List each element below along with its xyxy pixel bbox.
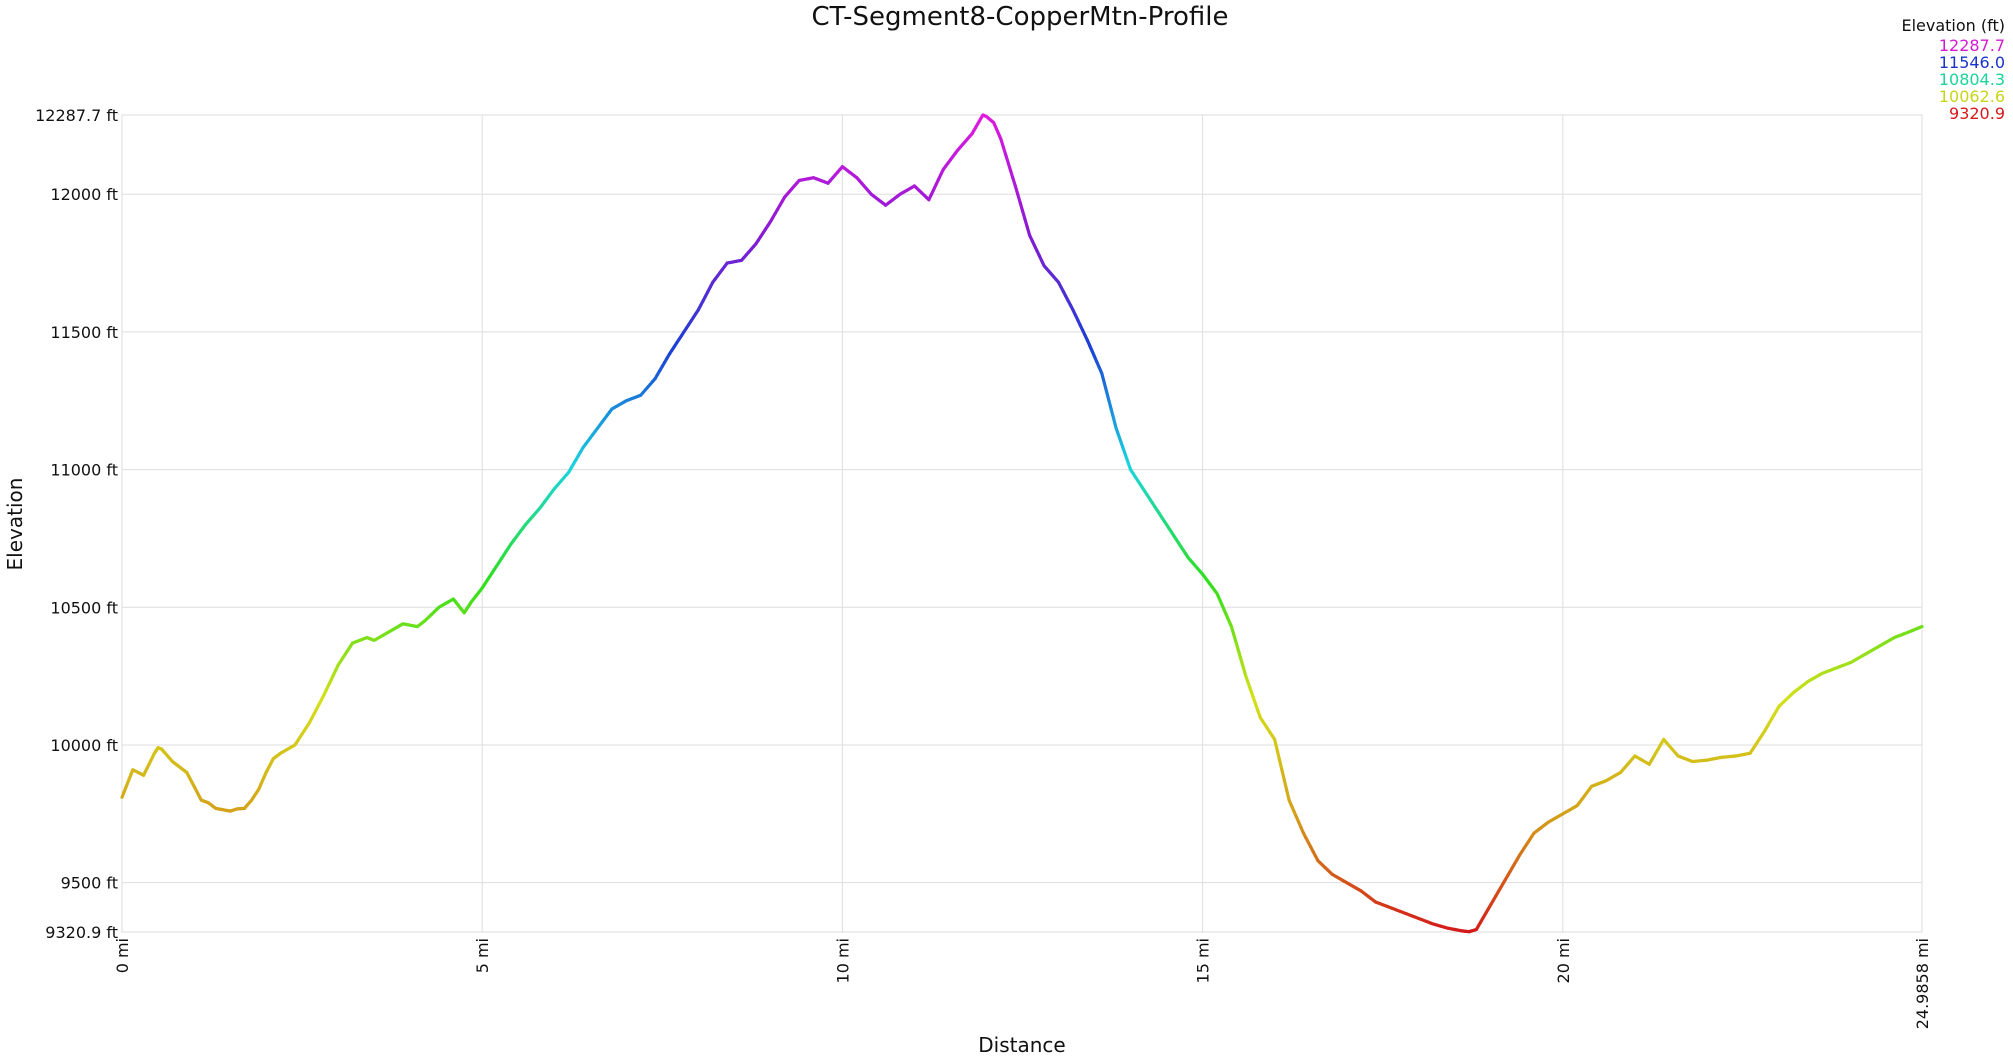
y-tick-label: 9320.9 ft [45,923,118,942]
legend-value: 10062.6 [1939,87,2005,106]
y-tick-label: 9500 ft [61,874,118,893]
legend-value: 10804.3 [1939,70,2005,89]
chart-title: CT-Segment8-CopperMtn-Profile [811,2,1228,32]
grid-lines [121,114,1923,933]
x-axis-label: Distance [978,1033,1065,1057]
elevation-line-segment [1275,747,1282,762]
legend-title: Elevation (ft) [1901,16,2005,35]
legend-value: 11546.0 [1939,53,2005,72]
legend-value: 9320.9 [1949,104,2005,123]
x-tick-label: 10 mi [833,938,852,983]
x-tick-label: 24.9858 mi [1913,938,1932,1029]
y-tick-label: 12287.7 ft [35,106,118,125]
y-tick-label: 12000 ft [50,185,118,204]
elevation-legend: Elevation (ft) 12287.711546.010804.31006… [1901,16,2005,123]
elevation-line-segment [1918,624,1924,630]
legend-value: 12287.7 [1939,36,2005,55]
elevation-line-segment [1277,758,1284,772]
elevation-line-segment [1285,788,1291,802]
plot-frame [121,114,1923,933]
y-tick-label: 10000 ft [50,736,118,755]
x-axis-ticks: 0 mi 5 mi 10 mi 15 mi 20 mi 24.9858 mi [113,938,1932,1029]
elevation-line [120,113,1924,934]
x-tick-label: 0 mi [113,938,132,973]
y-tick-label: 11000 ft [50,461,118,480]
y-axis-ticks: 9320.9 ft 9500 ft 10000 ft 10500 ft 11000 ft… [35,106,118,942]
x-tick-label: 20 mi [1554,938,1573,983]
y-tick-label: 11500 ft [50,323,118,342]
x-tick-label: 15 mi [1194,938,1213,983]
y-axis-label: Elevation [3,478,27,571]
x-tick-label: 5 mi [473,938,492,973]
elevation-line-segment [1273,737,1279,752]
y-tick-label: 10500 ft [50,598,118,617]
elevation-line-segment [1280,768,1286,782]
elevation-line-segment [1282,778,1289,792]
